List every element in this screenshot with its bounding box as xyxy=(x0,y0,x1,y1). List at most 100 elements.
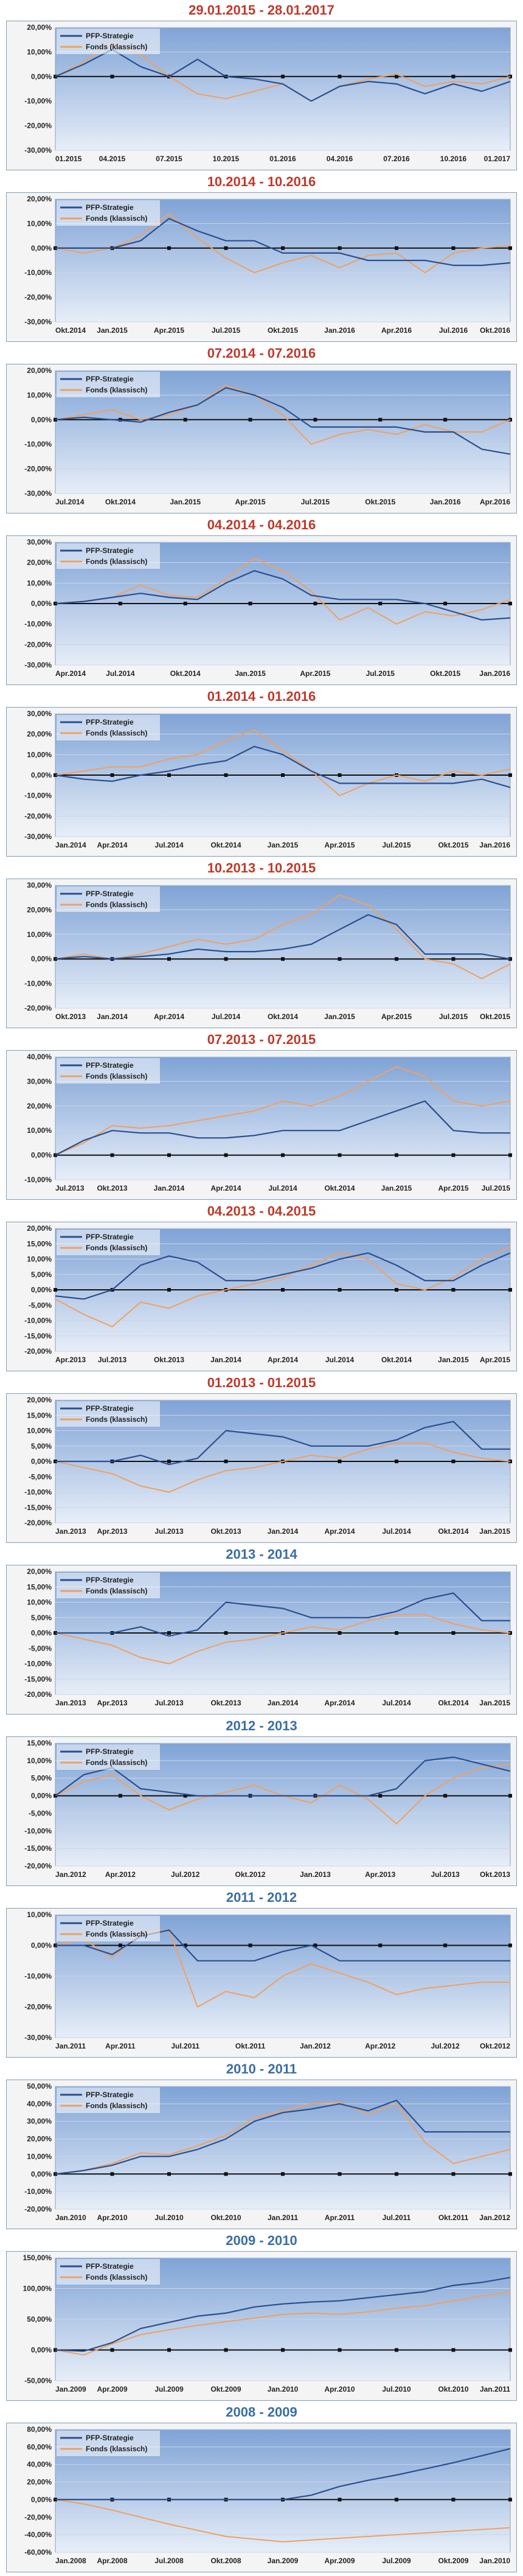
y-tick-label: 30,00% xyxy=(27,1077,52,1085)
y-tick-label: -10,00% xyxy=(24,2187,52,2196)
baseline-marker xyxy=(224,1460,228,1463)
baseline-marker xyxy=(395,2172,398,2176)
y-tick-label: 15,00% xyxy=(27,1582,52,1591)
baseline-marker xyxy=(224,2172,228,2176)
x-tick-label: Jan.2011 xyxy=(55,2042,86,2050)
baseline-marker xyxy=(281,2348,285,2352)
baseline-marker xyxy=(451,773,455,777)
baseline-marker xyxy=(338,773,342,777)
legend-label-fonds: Fonds (klassisch) xyxy=(86,43,147,51)
baseline-marker xyxy=(338,2498,342,2502)
series-line-fonds xyxy=(55,1442,511,1493)
baseline-marker xyxy=(224,957,228,961)
y-tick-label: 5,00% xyxy=(31,1613,52,1622)
baseline-marker xyxy=(338,2172,342,2176)
y-tick-label: -20,00% xyxy=(24,2003,52,2011)
series-line-strategy xyxy=(55,387,511,455)
baseline-marker xyxy=(451,1460,455,1463)
x-tick-label: Jan.2010 xyxy=(268,2385,299,2393)
baseline-marker xyxy=(118,1794,122,1798)
chart-frame: 20,00% 10,00% 0,00% -10,00% -20,00% -30,00% Ju… xyxy=(6,364,517,513)
chart-block: 2009 - 2010 150,00% 100,00% 50,00% 0,00% -50,… xyxy=(0,2233,523,2404)
baseline-marker xyxy=(224,246,228,250)
chart-title: 01.2013 - 01.2015 xyxy=(207,1375,316,1390)
legend-box xyxy=(57,886,160,912)
baseline-marker xyxy=(508,2172,512,2176)
y-tick-label: 60,00% xyxy=(27,2443,52,2451)
baseline-marker xyxy=(451,2498,455,2502)
x-tick-label: Okt.2014 xyxy=(55,326,86,335)
x-tick-label: Okt.2015 xyxy=(430,669,460,678)
x-tick-label: Jan.2015 xyxy=(170,498,201,506)
series-line-fonds xyxy=(55,2499,511,2543)
baseline-marker xyxy=(248,602,252,605)
chart-title: 2013 - 2014 xyxy=(226,1547,297,1562)
y-tick-label: -30,00% xyxy=(24,661,52,669)
x-tick-label: Okt.2016 xyxy=(480,326,510,335)
y-tick-label: 150,00% xyxy=(23,2254,52,2262)
y-tick-label: 30,00% xyxy=(27,538,52,546)
y-tick-label: -10,00% xyxy=(24,620,52,628)
series-line-strategy xyxy=(55,1421,510,1466)
x-tick-label: Apr.2013 xyxy=(97,1699,127,1707)
series-line-strategy xyxy=(55,2277,511,2352)
x-tick-label: Apr.2013 xyxy=(55,1356,86,1364)
legend-label-strategy: PFP-Strategie xyxy=(86,1747,134,1756)
x-tick-label: Okt.2014 xyxy=(438,1527,468,1536)
legend-box xyxy=(57,29,160,54)
x-tick-label: Okt.2008 xyxy=(210,2557,241,2565)
series-line-fonds xyxy=(55,1066,511,1156)
y-tick-label: 30,00% xyxy=(27,881,52,889)
y-tick-label: 30,00% xyxy=(27,709,52,718)
x-tick-label: Jan.2013 xyxy=(300,1870,331,1879)
series-line-strategy xyxy=(55,1592,510,1637)
chart-title: 10.2013 - 10.2015 xyxy=(207,860,316,875)
x-tick-label: Jan.2008 xyxy=(55,2557,86,2565)
baseline-marker xyxy=(378,1943,383,1948)
chart-title: 01.2014 - 01.2016 xyxy=(207,689,316,704)
y-tick-label: 10,00% xyxy=(27,750,52,759)
x-tick-label: Jul.2013 xyxy=(154,1699,184,1707)
baseline-marker xyxy=(183,417,187,422)
x-tick-label: Jul.2014 xyxy=(212,1012,241,1021)
legend-label-fonds: Fonds (klassisch) xyxy=(86,1930,147,1938)
y-tick-label: 20,00% xyxy=(27,2478,52,2487)
legend-box xyxy=(57,1744,160,1770)
chart-frame: 20,00% 10,00% 0,00% -10,00% -20,00% -30,00% 01… xyxy=(6,21,517,170)
baseline-marker xyxy=(451,2348,455,2352)
y-tick-label: -20,00% xyxy=(24,122,52,130)
y-tick-label: 0,00% xyxy=(31,72,52,81)
y-tick-label: -5,00% xyxy=(29,1809,52,1817)
baseline-marker xyxy=(167,246,171,250)
chart-svg: 40,00%30,00%20,00%10,00%0,00%-10,00%Jul.… xyxy=(24,1053,512,1192)
y-tick-label: 10,00% xyxy=(27,1910,52,1919)
y-tick-label: 0,00% xyxy=(31,1792,52,1800)
chart-svg: 20,00% 15,00% 10,00% 5,00% 0,00% -5,00% -10,00… xyxy=(24,1224,512,1364)
baseline-marker xyxy=(313,602,317,605)
x-tick-label: 07.2015 xyxy=(156,155,182,163)
legend-label-fonds: Fonds (klassisch) xyxy=(86,2273,147,2282)
baseline-marker xyxy=(281,1153,285,1157)
x-tick-label: Jan.2014 xyxy=(268,1527,299,1536)
legend-label-fonds: Fonds (klassisch) xyxy=(86,2101,147,2110)
x-tick-label: Jul.2011 xyxy=(171,2042,199,2050)
baseline-marker xyxy=(54,1288,57,1292)
chart-block: 2012 - 2013 15,00% 10,00% 5,00% 0,00% -5,00% -… xyxy=(0,1718,523,1890)
x-tick-label: Jul.2014 xyxy=(382,1699,411,1707)
x-tick-label: Jul.2013 xyxy=(431,1870,460,1879)
x-tick-label: Okt.2013 xyxy=(210,1699,241,1707)
y-tick-label: 20,00% xyxy=(27,23,52,32)
baseline-marker xyxy=(338,246,342,250)
x-tick-label: Jul.2012 xyxy=(171,1870,200,1879)
x-tick-label: 01.2015 xyxy=(55,155,82,163)
series-line-fonds xyxy=(55,729,511,796)
baseline-marker xyxy=(110,2172,114,2176)
baseline-marker xyxy=(395,74,398,78)
baseline-marker xyxy=(508,1153,512,1157)
x-tick-label: Jan.2016 xyxy=(479,669,510,678)
legend-label-fonds: Fonds (klassisch) xyxy=(86,386,147,394)
x-tick-label: Jan.2014 xyxy=(210,1356,241,1364)
legend-box xyxy=(57,1230,160,1255)
x-tick-label: Jul.2014 xyxy=(106,669,135,678)
baseline-marker xyxy=(395,246,398,250)
